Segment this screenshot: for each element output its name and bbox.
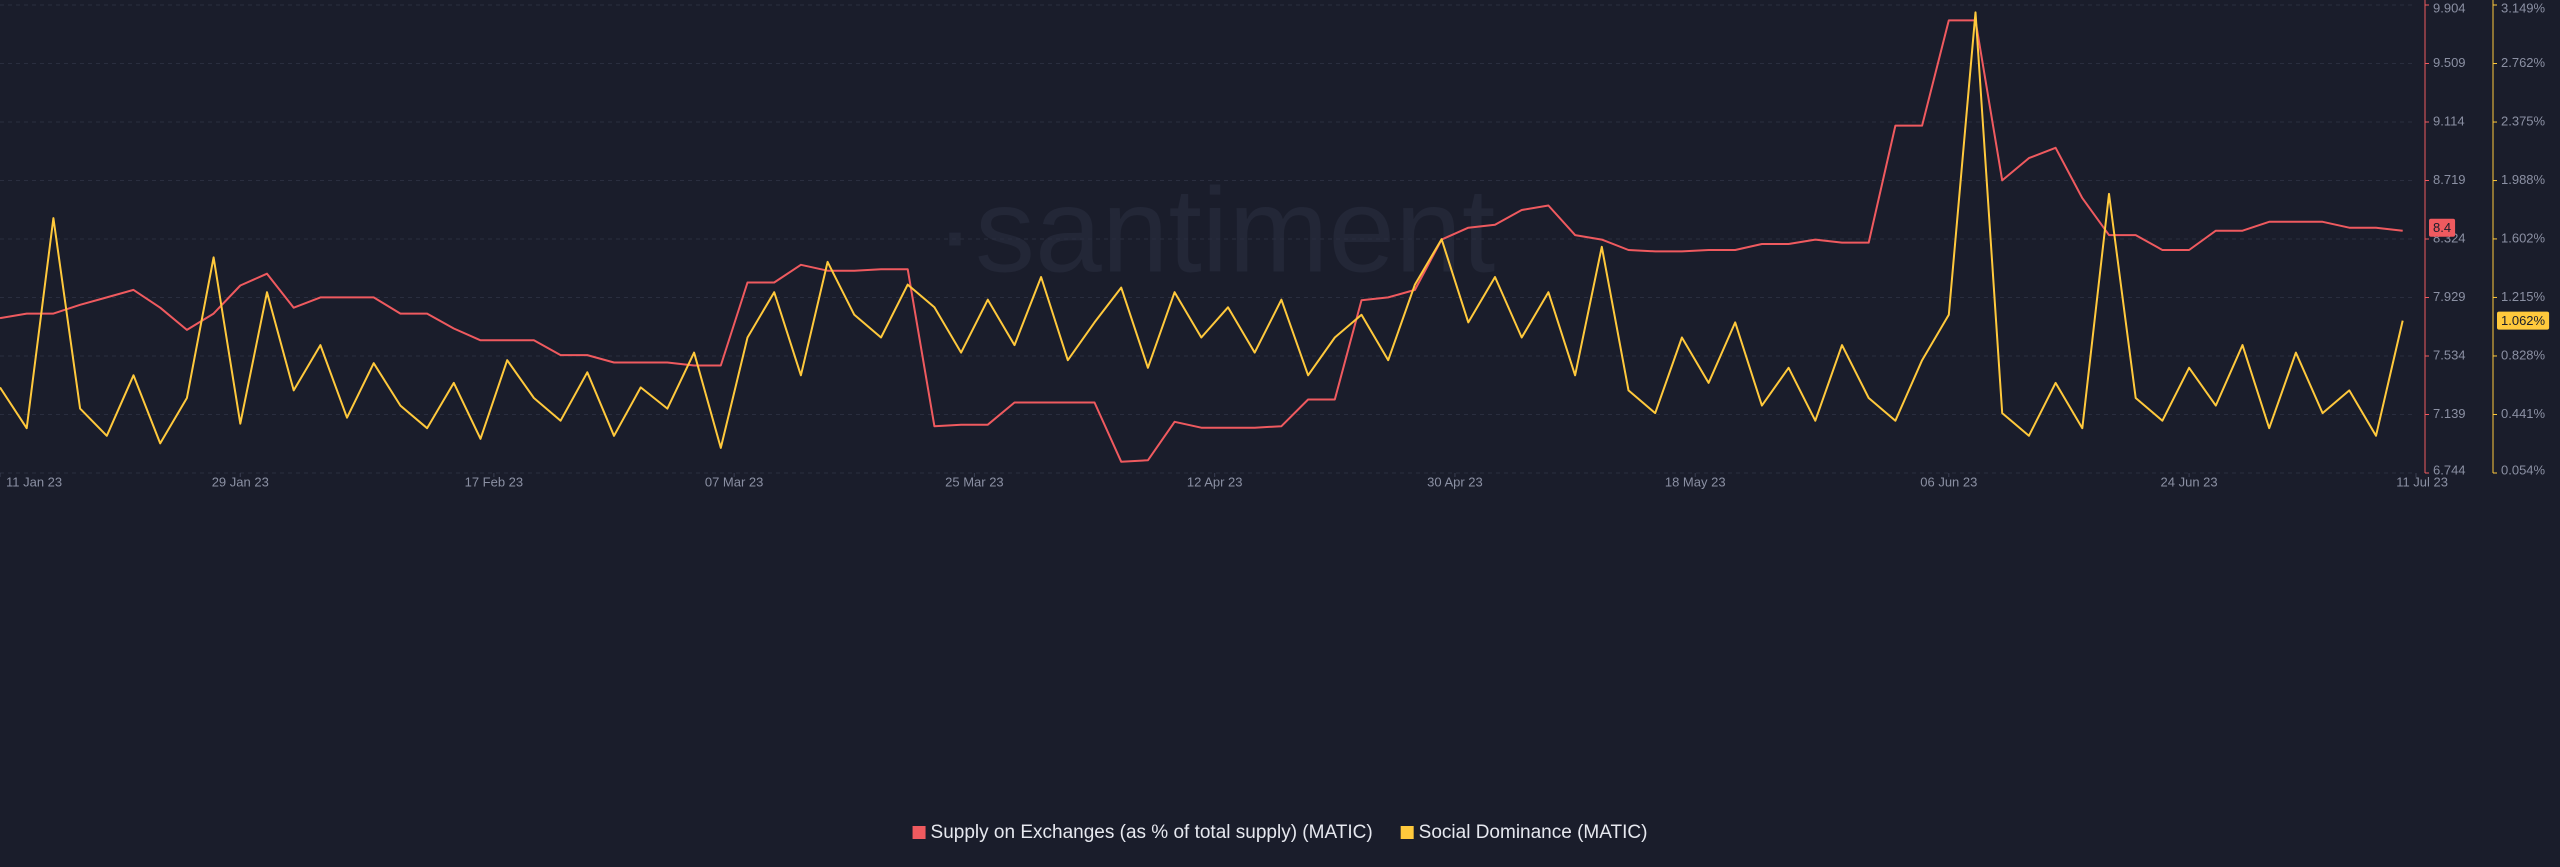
y-tick-label: 9.904: [2433, 0, 2466, 15]
watermark: ·santiment: [935, 164, 1495, 298]
y2-tick-label: 1.602%: [2501, 230, 2546, 245]
y2-tick-label: 1.988%: [2501, 172, 2546, 187]
value-badge-label: 1.062%: [2501, 313, 2546, 328]
y-tick-label: 9.509: [2433, 55, 2466, 70]
series-line: [0, 11, 2404, 449]
y2-tick-label: 0.828%: [2501, 347, 2546, 362]
value-badge: [2429, 218, 2456, 237]
x-tick-label: 11 Jan 23: [6, 474, 62, 489]
y-tick-label: 8.719: [2433, 172, 2466, 187]
y-tick-label: 6.744: [2433, 462, 2466, 477]
y2-tick-label: 3.149%: [2501, 0, 2546, 15]
legend-label[interactable]: Social Dominance (MATIC): [1419, 822, 1648, 843]
series-line: [0, 19, 2403, 463]
x-tick-label: 29 Jan 23: [212, 474, 269, 489]
x-tick-label: 18 May 23: [1665, 474, 1726, 489]
x-tick-label: 25 Mar 23: [945, 474, 1004, 489]
y2-tick-label: 2.375%: [2501, 113, 2546, 128]
x-tick-label: 07 Mar 23: [705, 474, 764, 489]
y2-tick-label: 0.054%: [2501, 462, 2546, 477]
value-badge-label: 8.4: [2433, 220, 2451, 235]
y2-tick-label: 0.441%: [2501, 406, 2546, 421]
x-tick-label: 17 Feb 23: [465, 474, 524, 489]
y-tick-label: 7.929: [2433, 289, 2466, 304]
y2-tick-label: 2.762%: [2501, 55, 2546, 70]
y2-tick-label: 1.215%: [2501, 289, 2546, 304]
x-tick-label: 06 Jun 23: [1920, 474, 1977, 489]
x-tick-label: 12 Apr 23: [1187, 474, 1243, 489]
y-tick-label: 9.114: [2433, 113, 2465, 128]
y-tick-label: 7.534: [2433, 347, 2466, 362]
x-tick-label: 30 Apr 23: [1427, 474, 1483, 489]
legend-label[interactable]: Supply on Exchanges (as % of total suppl…: [931, 822, 1373, 843]
value-badge: [2497, 311, 2550, 330]
legend-swatch[interactable]: [912, 826, 926, 839]
x-tick-label: 24 Jun 23: [2161, 474, 2218, 489]
legend-swatch[interactable]: [1400, 826, 1414, 839]
y-tick-label: 7.139: [2433, 406, 2466, 421]
x-tick-label: 11 Jul 23: [2396, 474, 2448, 489]
